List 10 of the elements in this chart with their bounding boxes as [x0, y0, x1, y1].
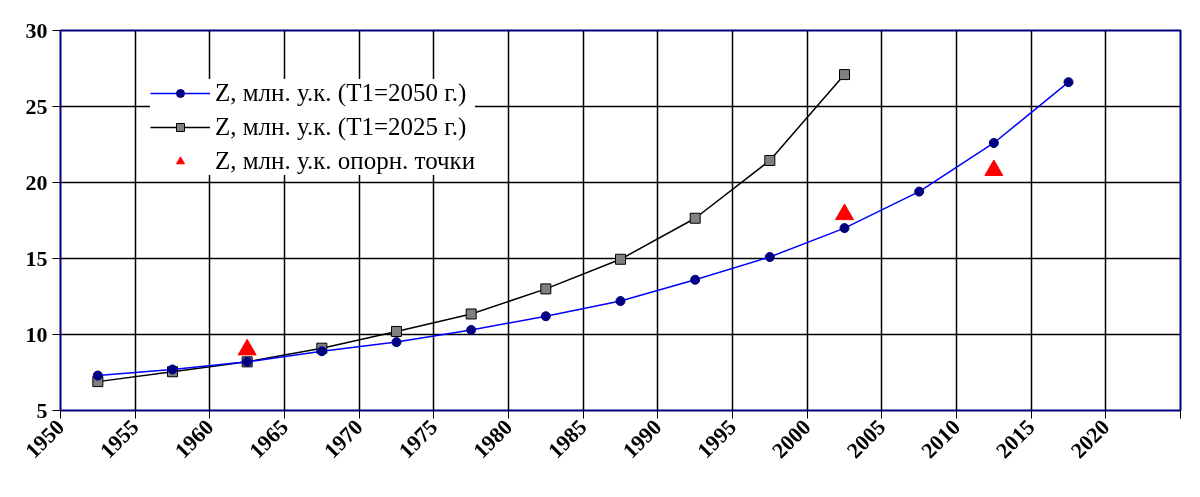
legend-label: Z, млн. у.к. (T1=2025 г.)	[215, 113, 467, 141]
y-tick-label: 30	[25, 17, 48, 43]
y-tick-label: 10	[25, 321, 48, 347]
x-tick-label: 1980	[468, 414, 517, 464]
y-tick-label: 25	[25, 93, 48, 119]
y-tick-label: 15	[25, 245, 48, 271]
y-tick-label: 20	[25, 169, 48, 195]
y-tick-label: 5	[36, 397, 48, 423]
legend-label: Z, млн. у.к. (T1=2050 г.)	[215, 79, 467, 107]
legend-label: Z, млн. у.к. опорн. точки	[215, 147, 476, 175]
